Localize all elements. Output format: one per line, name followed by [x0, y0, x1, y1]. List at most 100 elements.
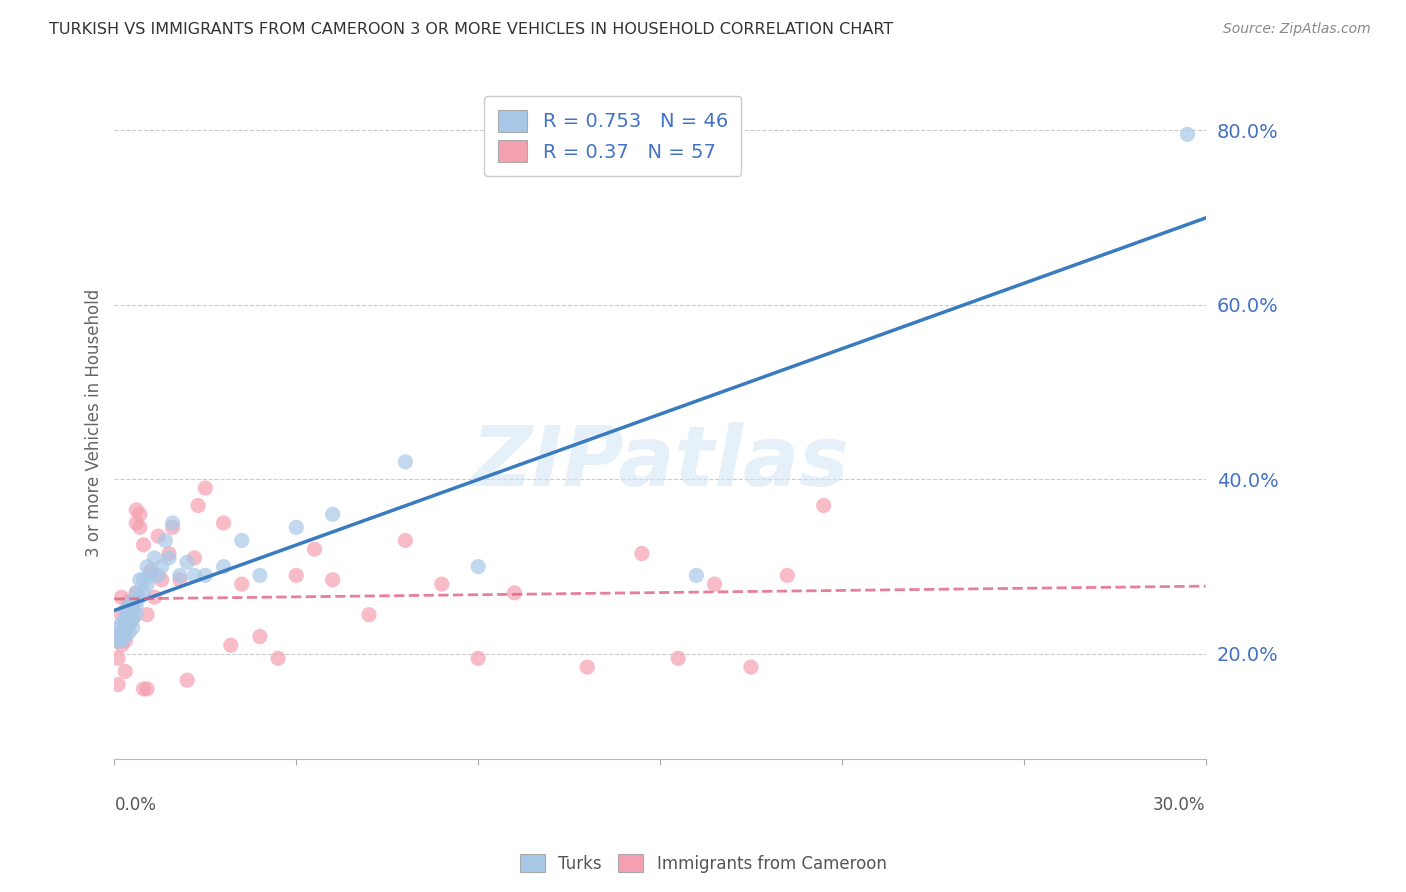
Point — [107, 633, 129, 648]
Point — [146, 529, 169, 543]
Point — [685, 568, 707, 582]
Point — [121, 621, 143, 635]
Point — [111, 616, 134, 631]
Point — [249, 630, 271, 644]
Point — [132, 586, 155, 600]
Point — [139, 568, 162, 582]
Point — [136, 607, 159, 622]
Point — [114, 616, 136, 631]
Point — [107, 630, 129, 644]
Point — [143, 550, 166, 565]
Point — [132, 573, 155, 587]
Text: TURKISH VS IMMIGRANTS FROM CAMEROON 3 OR MORE VEHICLES IN HOUSEHOLD CORRELATION : TURKISH VS IMMIGRANTS FROM CAMEROON 3 OR… — [49, 22, 893, 37]
Y-axis label: 3 or more Vehicles in Household: 3 or more Vehicles in Household — [86, 288, 103, 557]
Point — [219, 638, 242, 652]
Point — [703, 577, 725, 591]
Point — [467, 651, 489, 665]
Point — [169, 568, 191, 582]
Point — [118, 616, 141, 631]
Point — [121, 603, 143, 617]
Point — [267, 651, 290, 665]
Point — [132, 681, 155, 696]
Point — [467, 559, 489, 574]
Point — [322, 508, 344, 522]
Point — [128, 573, 150, 587]
Point — [118, 599, 141, 613]
Point — [666, 651, 689, 665]
Point — [249, 568, 271, 582]
Legend: Turks, Immigrants from Cameroon: Turks, Immigrants from Cameroon — [513, 847, 893, 880]
Point — [114, 633, 136, 648]
Point — [394, 533, 416, 548]
Point — [146, 568, 169, 582]
Point — [143, 591, 166, 605]
Point — [111, 625, 134, 640]
Text: ZIPatlas: ZIPatlas — [471, 423, 849, 503]
Text: Source: ZipAtlas.com: Source: ZipAtlas.com — [1223, 22, 1371, 37]
Point — [231, 533, 253, 548]
Point — [118, 607, 141, 622]
Point — [776, 568, 799, 582]
Point — [231, 577, 253, 591]
Point — [107, 651, 129, 665]
Point — [111, 607, 134, 622]
Point — [194, 481, 217, 495]
Point — [162, 516, 184, 530]
Point — [118, 594, 141, 608]
Point — [111, 625, 134, 640]
Point — [111, 633, 134, 648]
Legend: R = 0.753   N = 46, R = 0.37   N = 57: R = 0.753 N = 46, R = 0.37 N = 57 — [484, 96, 741, 176]
Point — [125, 586, 148, 600]
Point — [128, 591, 150, 605]
Point — [187, 499, 209, 513]
Point — [162, 520, 184, 534]
Point — [150, 559, 173, 574]
Point — [155, 533, 177, 548]
Point — [125, 599, 148, 613]
Point — [183, 568, 205, 582]
Point — [121, 599, 143, 613]
Point — [118, 607, 141, 622]
Point — [212, 516, 235, 530]
Point — [121, 612, 143, 626]
Point — [212, 559, 235, 574]
Point — [322, 573, 344, 587]
Point — [285, 520, 308, 534]
Point — [118, 625, 141, 640]
Point — [121, 612, 143, 626]
Point — [576, 660, 599, 674]
Point — [183, 550, 205, 565]
Point — [114, 603, 136, 617]
Point — [1177, 128, 1199, 142]
Point — [125, 586, 148, 600]
Point — [304, 542, 326, 557]
Text: 30.0%: 30.0% — [1153, 796, 1206, 814]
Point — [136, 559, 159, 574]
Point — [125, 503, 148, 517]
Point — [132, 538, 155, 552]
Point — [118, 616, 141, 631]
Point — [285, 568, 308, 582]
Point — [631, 547, 654, 561]
Point — [125, 607, 148, 622]
Point — [136, 577, 159, 591]
Point — [169, 573, 191, 587]
Point — [503, 586, 526, 600]
Point — [114, 665, 136, 679]
Point — [176, 673, 198, 688]
Point — [157, 547, 180, 561]
Point — [740, 660, 762, 674]
Point — [114, 630, 136, 644]
Point — [107, 677, 129, 691]
Point — [114, 621, 136, 635]
Point — [111, 638, 134, 652]
Point — [194, 568, 217, 582]
Text: 0.0%: 0.0% — [114, 796, 156, 814]
Point — [150, 573, 173, 587]
Point — [114, 612, 136, 626]
Point — [136, 681, 159, 696]
Point — [394, 455, 416, 469]
Point — [128, 508, 150, 522]
Point — [357, 607, 380, 622]
Point — [107, 621, 129, 635]
